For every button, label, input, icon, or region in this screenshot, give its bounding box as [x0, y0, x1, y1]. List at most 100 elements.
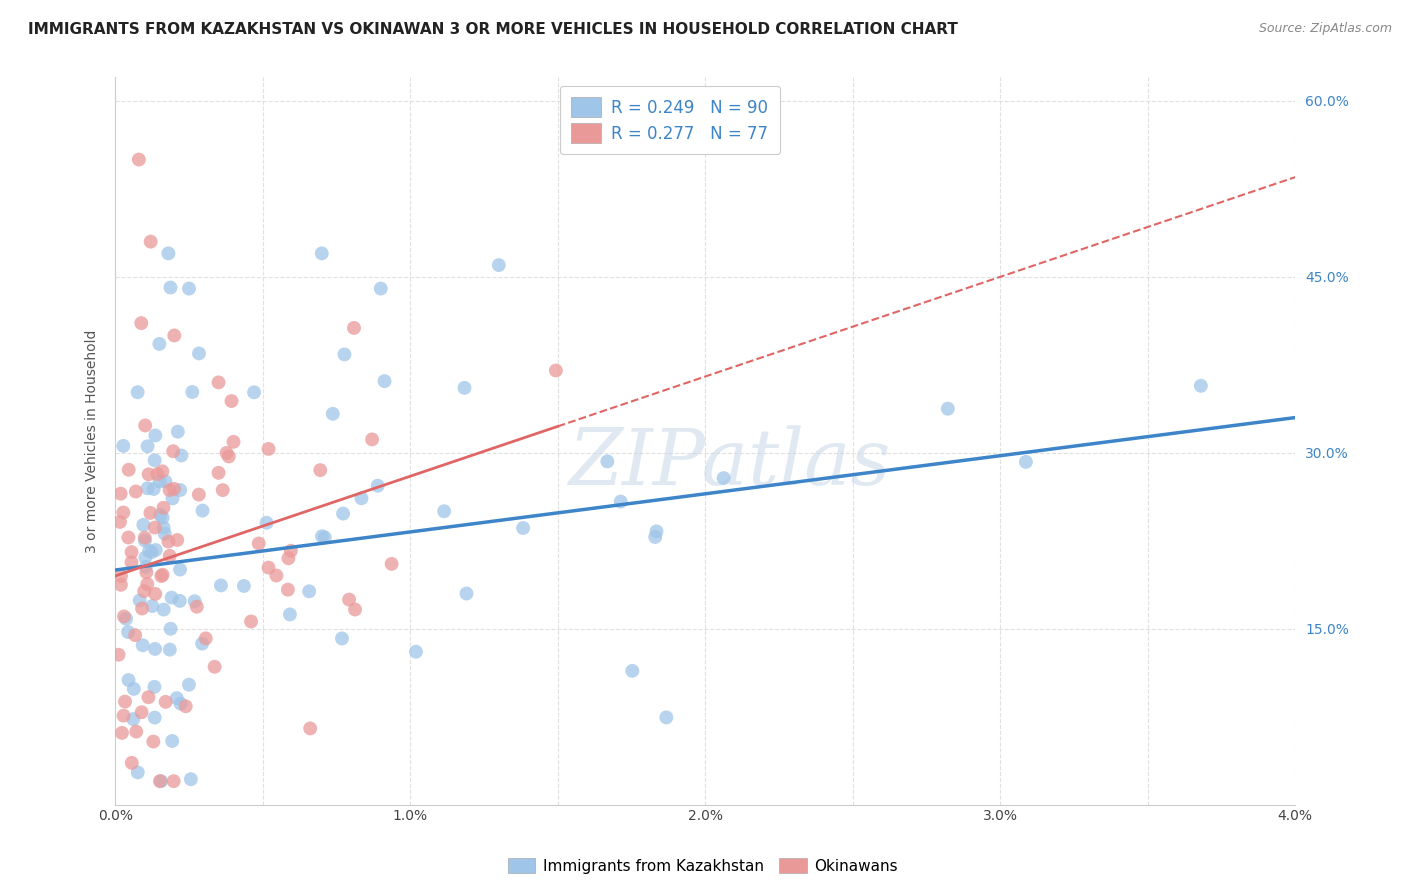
Point [129, 316, 152, 330]
Point [115, 612, 138, 626]
Point [125, 484, 148, 499]
Point [169, 563, 191, 577]
Point [152, 464, 174, 478]
Point [110, 486, 132, 500]
Point [143, 453, 166, 467]
Point [159, 642, 181, 657]
Point [936, 401, 959, 416]
Point [187, 487, 209, 501]
Point [136, 577, 159, 591]
Legend: Immigrants from Kazakhstan, Okinawans: Immigrants from Kazakhstan, Okinawans [502, 852, 904, 880]
Point [204, 660, 226, 674]
Point [143, 641, 166, 656]
Point [134, 584, 156, 599]
Point [277, 551, 299, 566]
Point [163, 328, 186, 343]
Point [1015, 455, 1038, 469]
Point [191, 503, 214, 517]
Point [344, 602, 367, 616]
Point [609, 494, 631, 508]
Point [108, 515, 131, 529]
Point [332, 507, 354, 521]
Point [314, 530, 336, 544]
Point [1189, 379, 1212, 393]
Point [121, 545, 143, 559]
Point [170, 449, 193, 463]
Legend: R = 0.249   N = 90, R = 0.277   N = 77: R = 0.249 N = 90, R = 0.277 N = 77 [560, 86, 780, 154]
Point [107, 648, 129, 662]
Point [211, 483, 233, 497]
Point [343, 321, 366, 335]
Point [127, 765, 149, 780]
Point [177, 678, 200, 692]
Point [166, 425, 188, 439]
Point [131, 705, 153, 719]
Point [138, 690, 160, 705]
Point [112, 609, 135, 624]
Point [143, 710, 166, 724]
Point [177, 281, 200, 295]
Point [166, 533, 188, 547]
Point [169, 697, 191, 711]
Point [311, 529, 333, 543]
Point [215, 446, 238, 460]
Point [153, 526, 176, 541]
Point [142, 734, 165, 748]
Point [149, 774, 172, 789]
Point [512, 521, 534, 535]
Point [135, 560, 157, 574]
Point [186, 599, 208, 614]
Point [145, 543, 167, 558]
Point [117, 625, 139, 640]
Point [122, 712, 145, 726]
Point [152, 510, 174, 524]
Point [194, 632, 217, 646]
Point [155, 695, 177, 709]
Point [183, 594, 205, 608]
Point [181, 384, 204, 399]
Point [112, 506, 135, 520]
Point [169, 483, 191, 497]
Point [222, 434, 245, 449]
Point [163, 482, 186, 496]
Point [160, 734, 183, 748]
Point [278, 607, 301, 622]
Point [141, 599, 163, 613]
Point [143, 520, 166, 534]
Point [277, 582, 299, 597]
Point [337, 592, 360, 607]
Point [381, 557, 404, 571]
Point [134, 418, 156, 433]
Text: ZIPatlas: ZIPatlas [568, 425, 890, 501]
Point [166, 691, 188, 706]
Point [118, 463, 141, 477]
Point [160, 591, 183, 605]
Point [146, 467, 169, 481]
Point [138, 544, 160, 558]
Point [621, 664, 644, 678]
Point [131, 638, 153, 652]
Point [139, 506, 162, 520]
Point [117, 673, 139, 687]
Point [333, 347, 356, 361]
Point [127, 385, 149, 400]
Point [218, 450, 240, 464]
Y-axis label: 3 or more Vehicles in Household: 3 or more Vehicles in Household [86, 329, 100, 553]
Point [125, 724, 148, 739]
Text: IMMIGRANTS FROM KAZAKHSTAN VS OKINAWAN 3 OR MORE VEHICLES IN HOUSEHOLD CORRELATI: IMMIGRANTS FROM KAZAKHSTAN VS OKINAWAN 3… [28, 22, 957, 37]
Point [128, 593, 150, 607]
Point [159, 622, 181, 636]
Point [207, 466, 229, 480]
Point [645, 524, 668, 539]
Point [150, 774, 173, 789]
Point [138, 467, 160, 482]
Point [370, 281, 392, 295]
Point [136, 439, 159, 453]
Point [655, 710, 678, 724]
Point [142, 482, 165, 496]
Point [157, 246, 180, 260]
Point [150, 569, 173, 583]
Point [191, 637, 214, 651]
Point [152, 521, 174, 535]
Point [141, 545, 163, 559]
